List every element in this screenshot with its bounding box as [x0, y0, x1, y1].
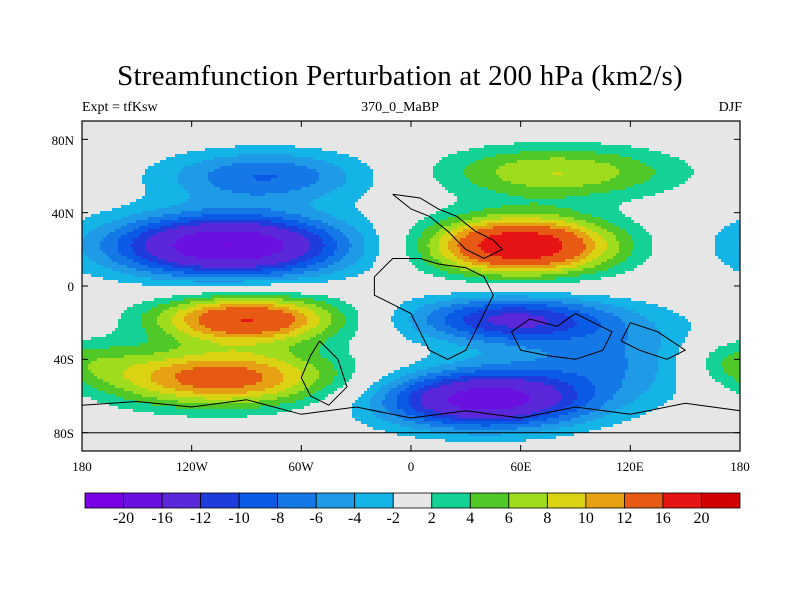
- lon-label-180w: 180: [52, 459, 112, 475]
- experiment-label: Expt = tfKsw: [82, 100, 158, 116]
- lat-label-80s: 80S: [34, 426, 74, 442]
- colorbar-swatch: [277, 492, 317, 509]
- lon-label-180e: 180: [710, 459, 770, 475]
- colorbar-label: -16: [142, 510, 182, 528]
- colorbar-swatch: [662, 492, 702, 509]
- colorbar-label: 16: [643, 510, 683, 528]
- lat-label-40n: 40N: [34, 206, 74, 222]
- coastline-segment-5: [620, 322, 687, 360]
- lon-label-60e: 60E: [491, 459, 551, 475]
- colorbar-label: -12: [181, 510, 221, 528]
- colorbar: [84, 492, 741, 509]
- chart-title: Streamfunction Perturbation at 200 hPa (…: [0, 60, 800, 93]
- lat-label-40s: 40S: [34, 352, 74, 368]
- coastline-segment-1: [511, 312, 613, 360]
- colorbar-swatch: [469, 492, 510, 509]
- colorbar-label: -8: [258, 510, 298, 528]
- coastline-segment-4: [392, 193, 504, 260]
- lat-label-80n: 80N: [34, 133, 74, 149]
- colorbar-label: 12: [604, 510, 644, 528]
- colorbar-swatch: [624, 492, 664, 509]
- colorbar-swatch: [701, 492, 741, 509]
- colorbar-swatch: [161, 492, 201, 509]
- colorbar-label: 20: [682, 510, 722, 528]
- colorbar-label: -10: [219, 510, 259, 528]
- colorbar-swatch: [200, 492, 240, 509]
- colorbar-swatch: [585, 492, 625, 509]
- lon-label-60w: 60W: [271, 459, 331, 475]
- colorbar-label: 2: [412, 510, 452, 528]
- colorbar-swatch: [431, 492, 471, 509]
- colorbar-swatch: [123, 492, 163, 509]
- lat-label-0: 0: [34, 279, 75, 295]
- colorbar-label: -4: [335, 510, 375, 528]
- colorbar-label: -6: [296, 510, 336, 528]
- coastline-segment-0: [373, 258, 494, 360]
- colorbar-swatch: [508, 492, 548, 509]
- colorbar-label: -2: [373, 510, 413, 528]
- colorbar-label: 10: [566, 510, 606, 528]
- colorbar-label: -20: [104, 510, 144, 528]
- colorbar-swatch: [238, 492, 279, 509]
- colorbar-swatch: [546, 492, 587, 509]
- coastline-segment-2: [300, 340, 348, 406]
- lon-label-120w: 120W: [162, 459, 222, 475]
- lon-label-0: 0: [381, 459, 441, 475]
- lon-label-120e: 120E: [600, 459, 660, 475]
- colorbar-label: 6: [489, 510, 529, 528]
- colorbar-label: 8: [527, 510, 567, 528]
- colorbar-swatch: [392, 492, 433, 509]
- colorbar-label: 4: [450, 510, 490, 528]
- colorbar-swatch: [315, 492, 356, 509]
- season-label: DJF: [719, 100, 742, 116]
- colorbar-swatch: [84, 492, 124, 509]
- streamfunction-field: [82, 121, 741, 452]
- colorbar-swatch: [354, 492, 394, 509]
- axis-ticks: [81, 121, 741, 451]
- case-label: 370_0_MaBP: [0, 100, 800, 116]
